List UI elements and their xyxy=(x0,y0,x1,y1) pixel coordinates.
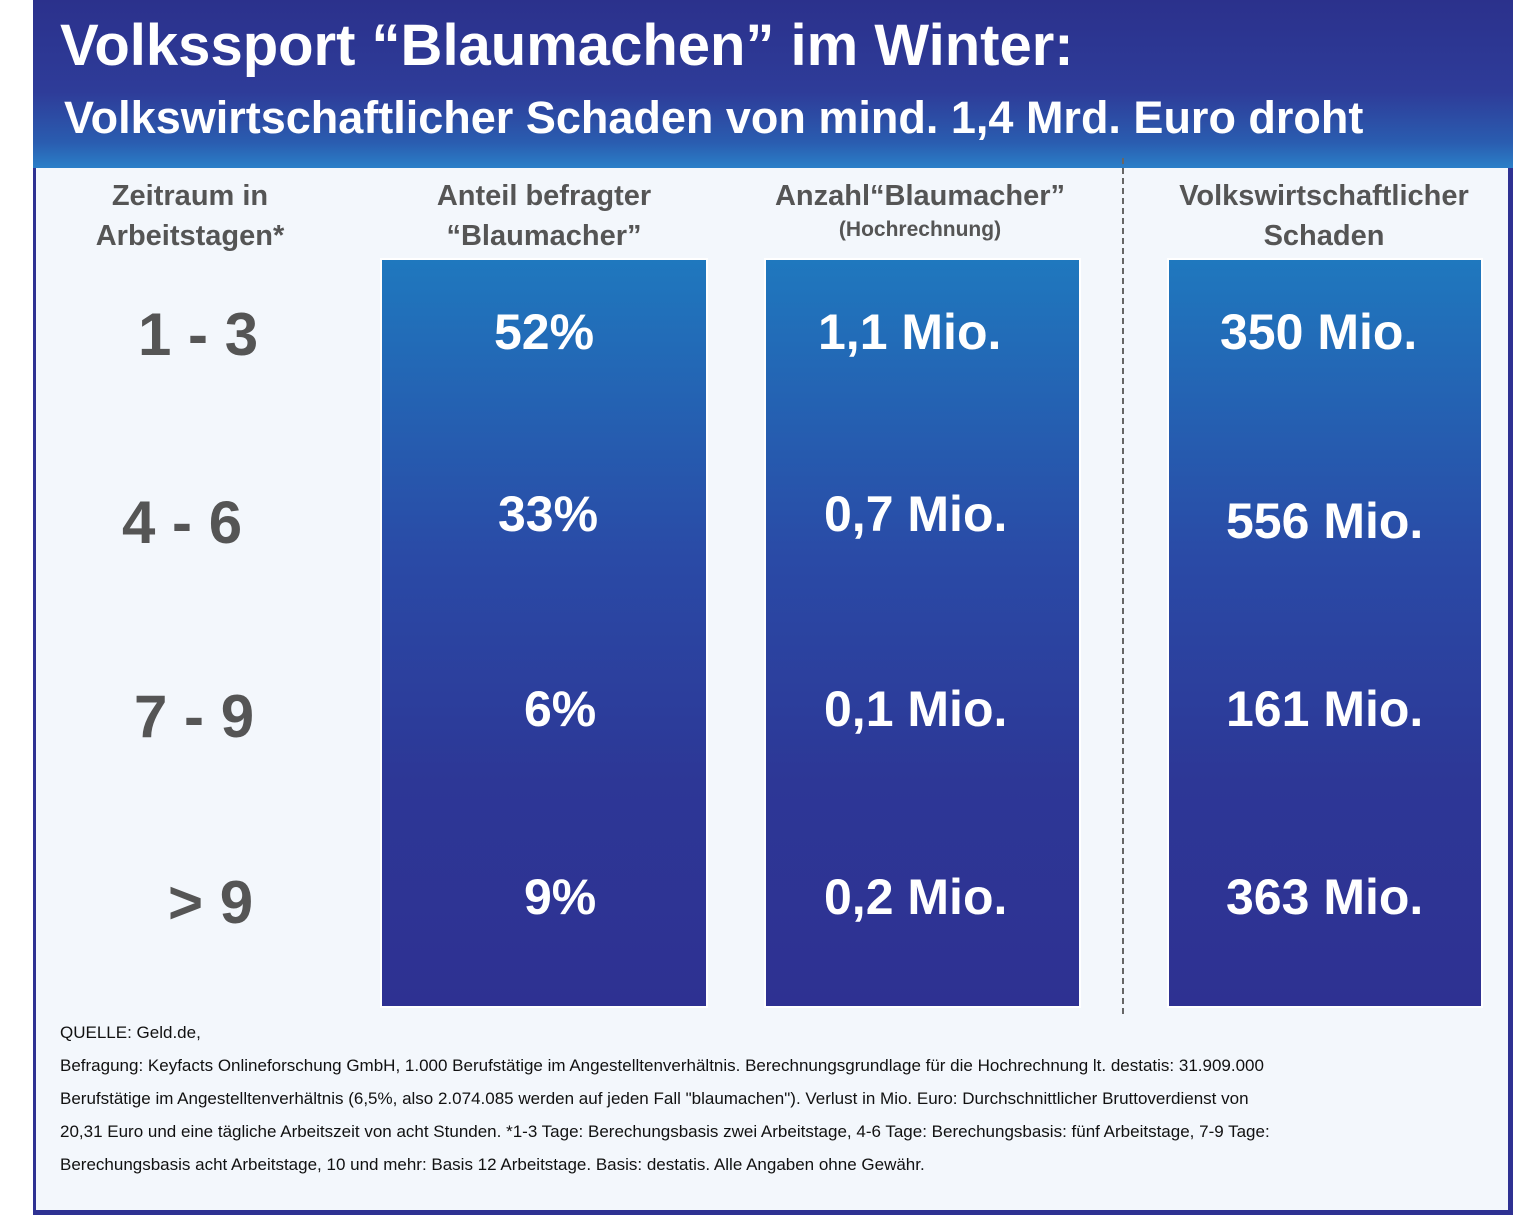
footnote-line-4: 20,31 Euro und eine tägliche Arbeitszeit… xyxy=(60,1122,1270,1141)
anzahl-value-2: 0,7 Mio. xyxy=(824,486,1008,542)
source-footnote: QUELLE: Geld.de, Befragung: Keyfacts Onl… xyxy=(60,1016,1500,1181)
schaden-value-4: 363 Mio. xyxy=(1226,869,1424,925)
header-anzahl: Anzahl“Blaumacher” (Hochrechnung) xyxy=(740,176,1100,244)
column-divider xyxy=(1122,158,1124,1014)
footnote-line-1: QUELLE: Geld.de, xyxy=(60,1023,201,1042)
header-schaden-line2: Schaden xyxy=(1263,220,1385,252)
header-schaden-line1: Volkswirtschaftlicher xyxy=(1179,180,1469,212)
footnote-line-2: Befragung: Keyfacts Onlineforschung GmbH… xyxy=(60,1056,1264,1075)
header-anteil-line1: Anteil befragter xyxy=(436,180,652,212)
header-zeitraum-line1: Zeitraum in xyxy=(111,180,269,212)
header-zeitraum-line2: Arbeitstagen* xyxy=(95,220,285,252)
page-subtitle: Volkswirtschaftlicher Schaden von mind. … xyxy=(64,92,1364,143)
schaden-value-2: 556 Mio. xyxy=(1226,493,1424,549)
header-anteil: Anteil befragter “Blaumacher” xyxy=(382,176,706,256)
header-anteil-line2: “Blaumacher” xyxy=(446,220,642,252)
schaden-value-1: 350 Mio. xyxy=(1220,304,1418,360)
header-banner xyxy=(33,0,1513,168)
anteil-value-4: 9% xyxy=(524,869,597,925)
anzahl-value-1: 1,1 Mio. xyxy=(818,304,1002,360)
footnote-line-5: Berechungsbasis acht Arbeitstage, 10 und… xyxy=(60,1155,925,1174)
anzahl-value-3: 0,1 Mio. xyxy=(824,681,1008,737)
row-label-3: 7 - 9 xyxy=(134,683,255,750)
header-zeitraum: Zeitraum in Arbeitstagen* xyxy=(70,176,310,256)
bar-anzahl xyxy=(764,258,1081,1008)
anteil-value-2: 33% xyxy=(498,486,599,542)
anteil-value-3: 6% xyxy=(524,681,597,737)
row-label-4: > 9 xyxy=(168,869,254,936)
anteil-value-1: 52% xyxy=(494,304,595,360)
bar-schaden xyxy=(1167,258,1483,1008)
row-label-1: 1 - 3 xyxy=(138,301,259,368)
schaden-value-3: 161 Mio. xyxy=(1226,681,1424,737)
page-title: Volkssport “Blaumachen” im Winter: xyxy=(60,13,1074,78)
bar-anteil xyxy=(380,258,708,1008)
header-anzahl-line1: Anzahl“Blaumacher” xyxy=(774,180,1066,212)
anzahl-value-4: 0,2 Mio. xyxy=(824,869,1008,925)
header-schaden: Volkswirtschaftlicher Schaden xyxy=(1150,176,1498,256)
header-anzahl-line2: (Hochrechnung) xyxy=(838,218,1002,241)
row-label-2: 4 - 6 xyxy=(122,489,243,556)
footnote-line-3: Berufstätige im Angestelltenverhältnis (… xyxy=(60,1089,1249,1108)
